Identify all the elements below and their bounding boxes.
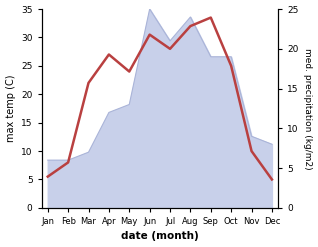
Y-axis label: max temp (C): max temp (C) (5, 75, 16, 142)
X-axis label: date (month): date (month) (121, 231, 199, 242)
Y-axis label: med. precipitation (kg/m2): med. precipitation (kg/m2) (303, 48, 313, 169)
